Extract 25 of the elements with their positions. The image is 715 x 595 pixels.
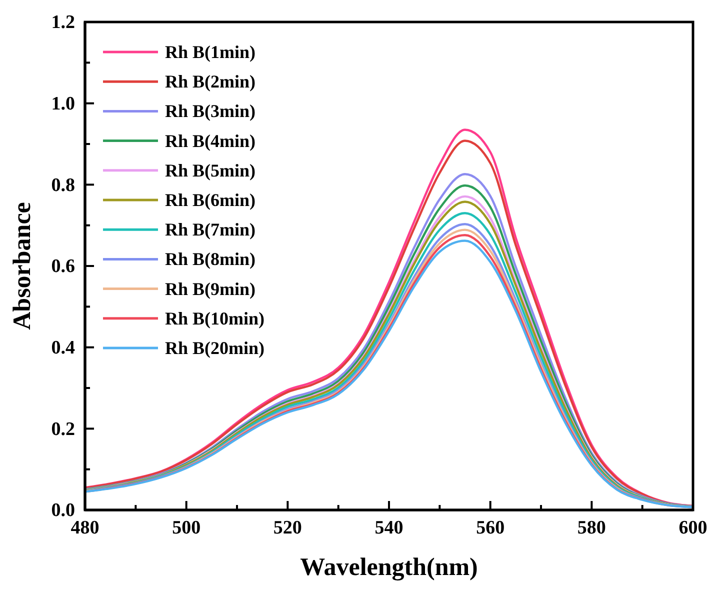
x-tick-label: 520 — [273, 517, 302, 538]
x-tick-label: 560 — [476, 517, 505, 538]
y-tick-label: 0.6 — [51, 256, 75, 278]
y-tick-label: 0.4 — [51, 337, 76, 358]
y-tick-label: 0.2 — [51, 418, 75, 440]
x-tick-label: 600 — [678, 517, 708, 538]
legend-label: Rh B(6min) — [165, 190, 256, 210]
x-tick-label: 500 — [172, 517, 201, 538]
y-axis-title: Absorbance — [9, 202, 36, 330]
y-tick-label: 1.0 — [51, 93, 75, 114]
legend-label: Rh B(20min) — [165, 338, 265, 358]
x-tick-label: 540 — [374, 517, 404, 538]
y-tick-label: 0.8 — [51, 174, 75, 196]
legend-label: Rh B(5min) — [165, 160, 256, 180]
x-tick-label: 580 — [577, 517, 606, 538]
legend-label: Rh B(8min) — [165, 249, 256, 270]
x-axis-title: Wavelength(nm) — [300, 554, 478, 581]
legend-label: Rh B(7min) — [165, 220, 256, 240]
legend-label: Rh B(4min) — [165, 130, 256, 151]
legend-label: Rh B(2min) — [165, 72, 256, 92]
legend-label: Rh B(3min) — [165, 101, 256, 122]
legend-label: Rh B(9min) — [165, 278, 256, 299]
y-tick-label: 1.2 — [51, 12, 75, 34]
legend-label: Rh B(1min) — [165, 42, 256, 62]
legend-label: Rh B(10min) — [165, 308, 265, 328]
